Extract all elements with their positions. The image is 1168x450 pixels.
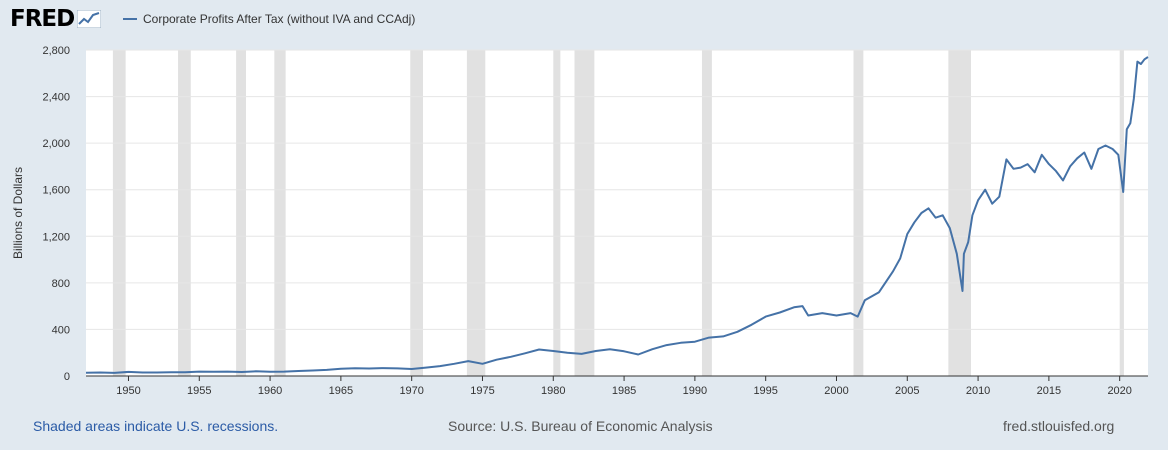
fred-logo[interactable]: FRED (10, 6, 102, 32)
x-tick-label: 1955 (187, 385, 211, 397)
y-tick-label: 1,600 (42, 185, 70, 197)
gridlines (86, 49, 1148, 330)
x-tick-label: 2010 (966, 385, 990, 397)
recession-band (1119, 50, 1124, 376)
site-link[interactable]: fred.stlouisfed.org (1003, 418, 1115, 434)
x-tick-label: 1960 (258, 385, 282, 397)
source-credit: Source: U.S. Bureau of Economic Analysis (448, 418, 713, 434)
trend-graph-icon (77, 10, 102, 28)
x-tick-label: 1950 (116, 385, 140, 397)
recession-band (553, 50, 561, 376)
x-tick-label: 1965 (329, 385, 353, 397)
series-line[interactable] (85, 56, 1149, 374)
recession-band (948, 50, 971, 376)
y-tick-label: 800 (52, 278, 70, 290)
recession-band (274, 50, 286, 376)
x-tick-label: 1975 (470, 385, 494, 397)
recession-band (574, 50, 595, 376)
y-axis-label: Billions of Dollars (11, 167, 25, 259)
x-tick-label: 1995 (753, 385, 777, 397)
recession-band (112, 50, 126, 376)
x-tick-label: 2020 (1107, 385, 1131, 397)
y-tick-label: 400 (52, 324, 70, 336)
recession-band (410, 50, 424, 376)
recession-band (853, 50, 864, 376)
x-tick-label: 1985 (612, 385, 636, 397)
recession-note[interactable]: Shaded areas indicate U.S. recessions. (33, 418, 279, 434)
recession-band (466, 50, 486, 376)
y-axis: 0 400 800 1,200 1,600 2,000 2,400 2,800 (42, 45, 70, 383)
x-tick-label: 1990 (683, 385, 707, 397)
recession-band (701, 50, 712, 376)
recession-bands (112, 50, 1124, 376)
x-tick-label: 1970 (399, 385, 423, 397)
recession-band (178, 50, 191, 376)
recession-band (236, 50, 247, 376)
series-group (85, 56, 1149, 374)
y-tick-label: 1,200 (42, 231, 70, 243)
y-tick-label: 2,800 (42, 45, 70, 57)
x-tick-label: 2005 (895, 385, 919, 397)
x-tick-label: 1980 (541, 385, 565, 397)
chart-legend[interactable]: Corporate Profits After Tax (without IVA… (123, 12, 415, 26)
y-tick-label: 0 (64, 371, 70, 383)
x-tick-label: 2000 (824, 385, 848, 397)
chart-header: FRED Corporate Profits After Tax (withou… (0, 0, 1168, 40)
chart-area[interactable]: 1950 1955 1960 1965 1970 1975 1980 1985 1990 1995… (0, 0, 1168, 405)
x-tick-label: 2015 (1037, 385, 1061, 397)
legend-label: Corporate Profits After Tax (without IVA… (143, 12, 416, 26)
y-tick-label: 2,400 (42, 92, 70, 104)
legend-swatch (123, 18, 137, 20)
y-tick-label: 2,000 (42, 138, 70, 150)
x-axis: 1950 1955 1960 1965 1970 1975 1980 1985 1990 1995… (86, 375, 1148, 397)
logo-text: FRED (10, 6, 75, 32)
